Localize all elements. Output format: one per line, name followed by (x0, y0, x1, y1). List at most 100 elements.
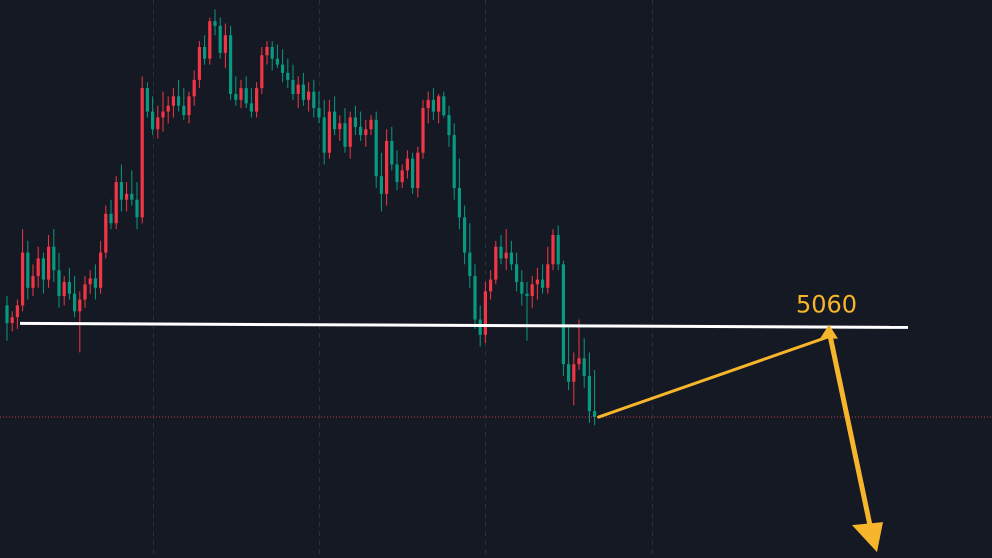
candle-down (203, 35, 207, 65)
candle-body (431, 99, 435, 112)
candle-body (463, 217, 467, 253)
candle-body (359, 126, 363, 136)
candle-down (556, 225, 560, 271)
candle-up (187, 91, 191, 124)
candle-up (385, 129, 389, 206)
candle-down (567, 326, 571, 391)
candle-body (395, 164, 399, 183)
candle-body (535, 279, 539, 285)
candle-body (275, 58, 279, 65)
candle-down (135, 182, 139, 230)
candle-body (338, 123, 342, 130)
candle-up (125, 182, 129, 212)
candle-body (73, 293, 77, 312)
candle-down (249, 88, 253, 118)
candle-up (260, 46, 264, 94)
candle-body (130, 193, 134, 200)
candle-up (546, 246, 550, 294)
candle-down (109, 199, 113, 230)
candle-down (463, 205, 467, 265)
candle-down (359, 111, 363, 141)
candle-body (499, 246, 503, 259)
candle-body (229, 35, 233, 94)
candle-body (223, 35, 227, 53)
candle-body (93, 278, 97, 288)
candle-down (390, 126, 394, 171)
candle-up (437, 93, 441, 124)
candle-down (457, 158, 461, 230)
candle-body (249, 103, 253, 112)
candle-body (255, 88, 259, 112)
candle-down (291, 64, 295, 100)
candle-body (47, 246, 51, 280)
candle-down (41, 252, 45, 294)
candle-down (374, 111, 378, 188)
candle-up (400, 164, 404, 188)
candle-down (312, 79, 316, 118)
candle-body (197, 46, 201, 80)
candle-down (541, 264, 545, 294)
candle-up (21, 229, 25, 312)
candle-body (296, 84, 300, 94)
candle-up (140, 76, 144, 224)
candle-body (452, 135, 456, 188)
candle-body (541, 279, 545, 288)
candle-body (577, 358, 581, 365)
candle-body (551, 234, 555, 265)
candle-down (5, 296, 9, 341)
candle-up (572, 352, 576, 406)
candle-down (322, 99, 326, 165)
annotation-label: 5060 (796, 291, 857, 319)
candle-down (213, 9, 217, 36)
candle-body (353, 117, 357, 127)
candle-body (489, 279, 493, 292)
candle-body (192, 79, 196, 97)
candle-down (333, 96, 337, 136)
candle-body (161, 111, 165, 118)
candle-down (379, 152, 383, 212)
candle-up (197, 41, 201, 89)
candle-body (213, 21, 217, 26)
candle-down (275, 44, 279, 69)
candle-body (10, 317, 14, 324)
candle-up (255, 82, 259, 118)
candle-up (530, 276, 534, 308)
candle-down (67, 267, 71, 300)
candle-body (41, 258, 45, 280)
candle-body (26, 252, 30, 288)
candle-body (171, 96, 175, 106)
candle-down (26, 240, 30, 300)
candle-down (593, 370, 597, 426)
candle-body (322, 117, 326, 153)
candle-body (83, 284, 87, 300)
candle-body (301, 84, 305, 100)
candle-up (327, 99, 331, 159)
candle-up (405, 150, 409, 179)
candle-up (426, 91, 430, 124)
candle-body (390, 140, 394, 165)
candle-up (192, 70, 196, 106)
candle-body (379, 176, 383, 194)
candle-down (281, 49, 285, 83)
candle-body (333, 111, 337, 130)
candle-down (151, 96, 155, 136)
candle-down (411, 152, 415, 194)
candle-body (494, 246, 498, 280)
candle-down (468, 223, 472, 288)
candle-body (119, 182, 123, 200)
candle-body (52, 246, 56, 271)
candle-body (504, 252, 508, 259)
candle-up (223, 23, 227, 69)
candle-body (156, 117, 160, 130)
support-line (19, 321, 909, 329)
candle-body (442, 96, 446, 116)
candle-up (36, 246, 40, 288)
candle-down (93, 264, 97, 300)
candle-up (31, 264, 35, 297)
candle-body (556, 234, 560, 265)
candle-body (468, 252, 472, 277)
candle-body (140, 88, 144, 218)
candle-body (457, 187, 461, 218)
candle-up (369, 115, 373, 136)
candle-down (442, 91, 446, 118)
